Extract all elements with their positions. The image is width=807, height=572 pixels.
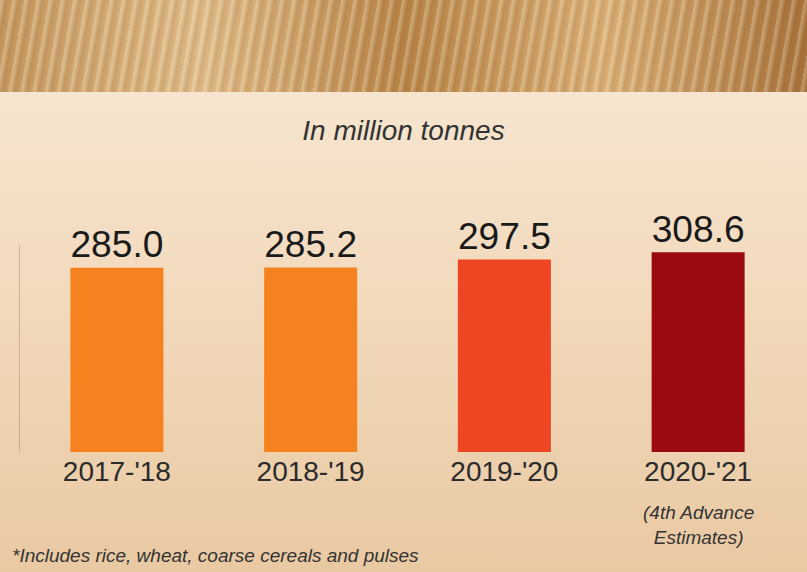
svg-text:In million tonnes: In million tonnes — [302, 115, 504, 146]
svg-text:*Includes rice, wheat, coarse: *Includes rice, wheat, coarse cereals an… — [12, 545, 419, 566]
svg-text:2018-'19: 2018-'19 — [257, 456, 365, 487]
svg-text:2017-'18: 2017-'18 — [63, 456, 171, 487]
svg-text:308.6: 308.6 — [652, 208, 745, 250]
svg-text:297.5: 297.5 — [458, 215, 551, 257]
svg-text:2019-'20: 2019-'20 — [450, 456, 558, 487]
svg-text:285.2: 285.2 — [264, 223, 357, 265]
svg-text:(4th AdvanceEstimates): (4th AdvanceEstimates) — [643, 502, 754, 548]
svg-text:2020-'21: 2020-'21 — [644, 456, 752, 487]
svg-text:285.0: 285.0 — [70, 223, 163, 265]
